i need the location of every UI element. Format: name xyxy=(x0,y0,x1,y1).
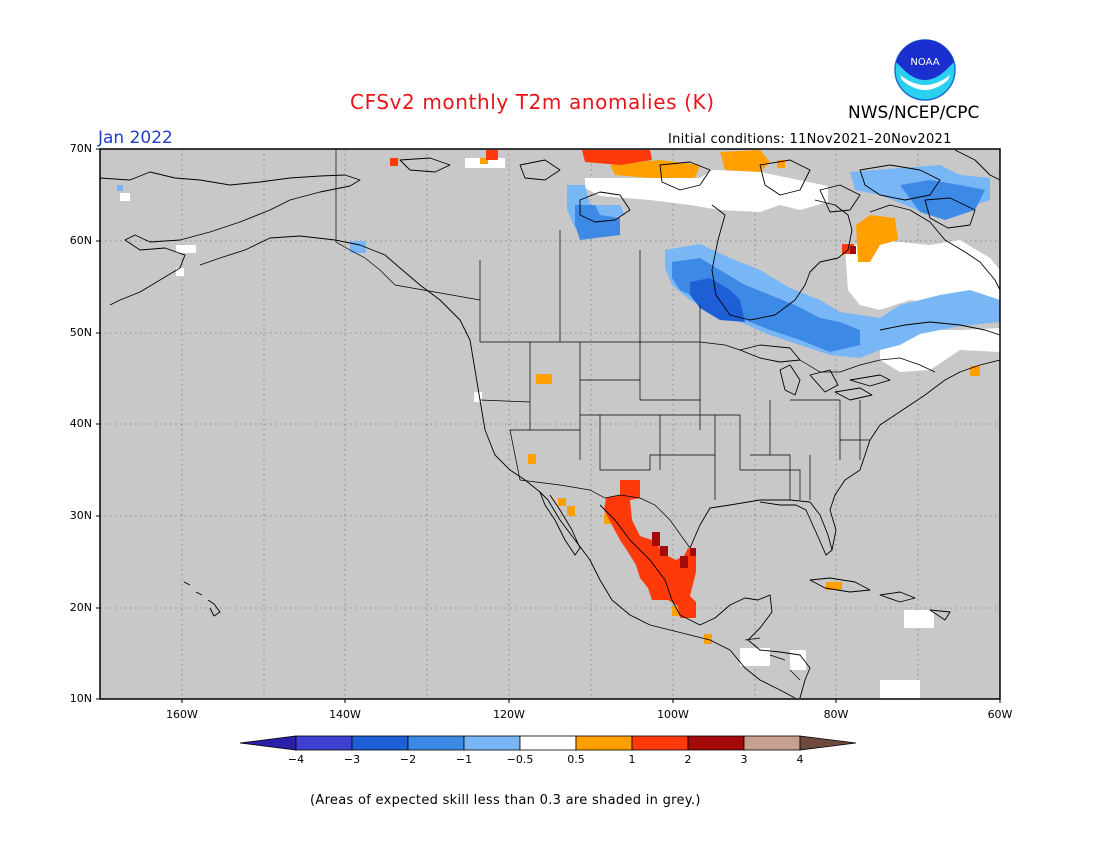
colorbar-label: −0.5 xyxy=(506,753,534,766)
colorbar-label: 2 xyxy=(684,753,692,766)
anomaly-two-to-three xyxy=(652,246,856,568)
lon-label-80w: 80W xyxy=(823,708,849,721)
colorbar-label: −1 xyxy=(455,753,473,766)
colorbar-label: 1 xyxy=(628,753,636,766)
lat-label-10n: 10N xyxy=(69,692,92,705)
forecast-month: Jan 2022 xyxy=(98,128,173,148)
lat-label-30n: 30N xyxy=(69,509,92,522)
colorbar-label: −3 xyxy=(343,753,361,766)
colorbar-label: 0.5 xyxy=(567,753,585,766)
lat-label-60n: 60N xyxy=(69,234,92,247)
colorbar-label: −4 xyxy=(287,753,305,766)
political-borders xyxy=(335,149,936,681)
anomaly-one-to-two xyxy=(390,150,854,618)
colorbar-label: 3 xyxy=(740,753,748,766)
lon-label-60w: 60W xyxy=(987,708,1013,721)
lon-label-160w: 160W xyxy=(166,708,198,721)
anomaly-minus-one xyxy=(575,180,985,352)
lat-label-70n: 70N xyxy=(69,142,92,155)
lat-label-20n: 20N xyxy=(69,601,92,614)
anomaly-minus-two xyxy=(690,278,745,322)
colorbar-label: 4 xyxy=(796,753,804,766)
lon-label-120w: 120W xyxy=(493,708,525,721)
agency-label: NWS/NCEP/CPC xyxy=(848,103,980,123)
skill-footnote: (Areas of expected skill less than 0.3 a… xyxy=(310,793,701,808)
anomaly-half-to-one xyxy=(480,150,980,644)
lon-label-100w: 100W xyxy=(657,708,689,721)
colorbar-label: −2 xyxy=(399,753,417,766)
lat-label-50n: 50N xyxy=(69,326,92,339)
initial-conditions: Initial conditions: 11Nov2021–20Nov2021 xyxy=(668,132,952,147)
lat-label-40n: 40N xyxy=(69,417,92,430)
chart-title: CFSv2 monthly T2m anomalies (K) xyxy=(350,90,715,114)
coastlines xyxy=(100,149,1000,699)
lon-label-140w: 140W xyxy=(329,708,361,721)
axis-ticks xyxy=(96,148,1001,703)
